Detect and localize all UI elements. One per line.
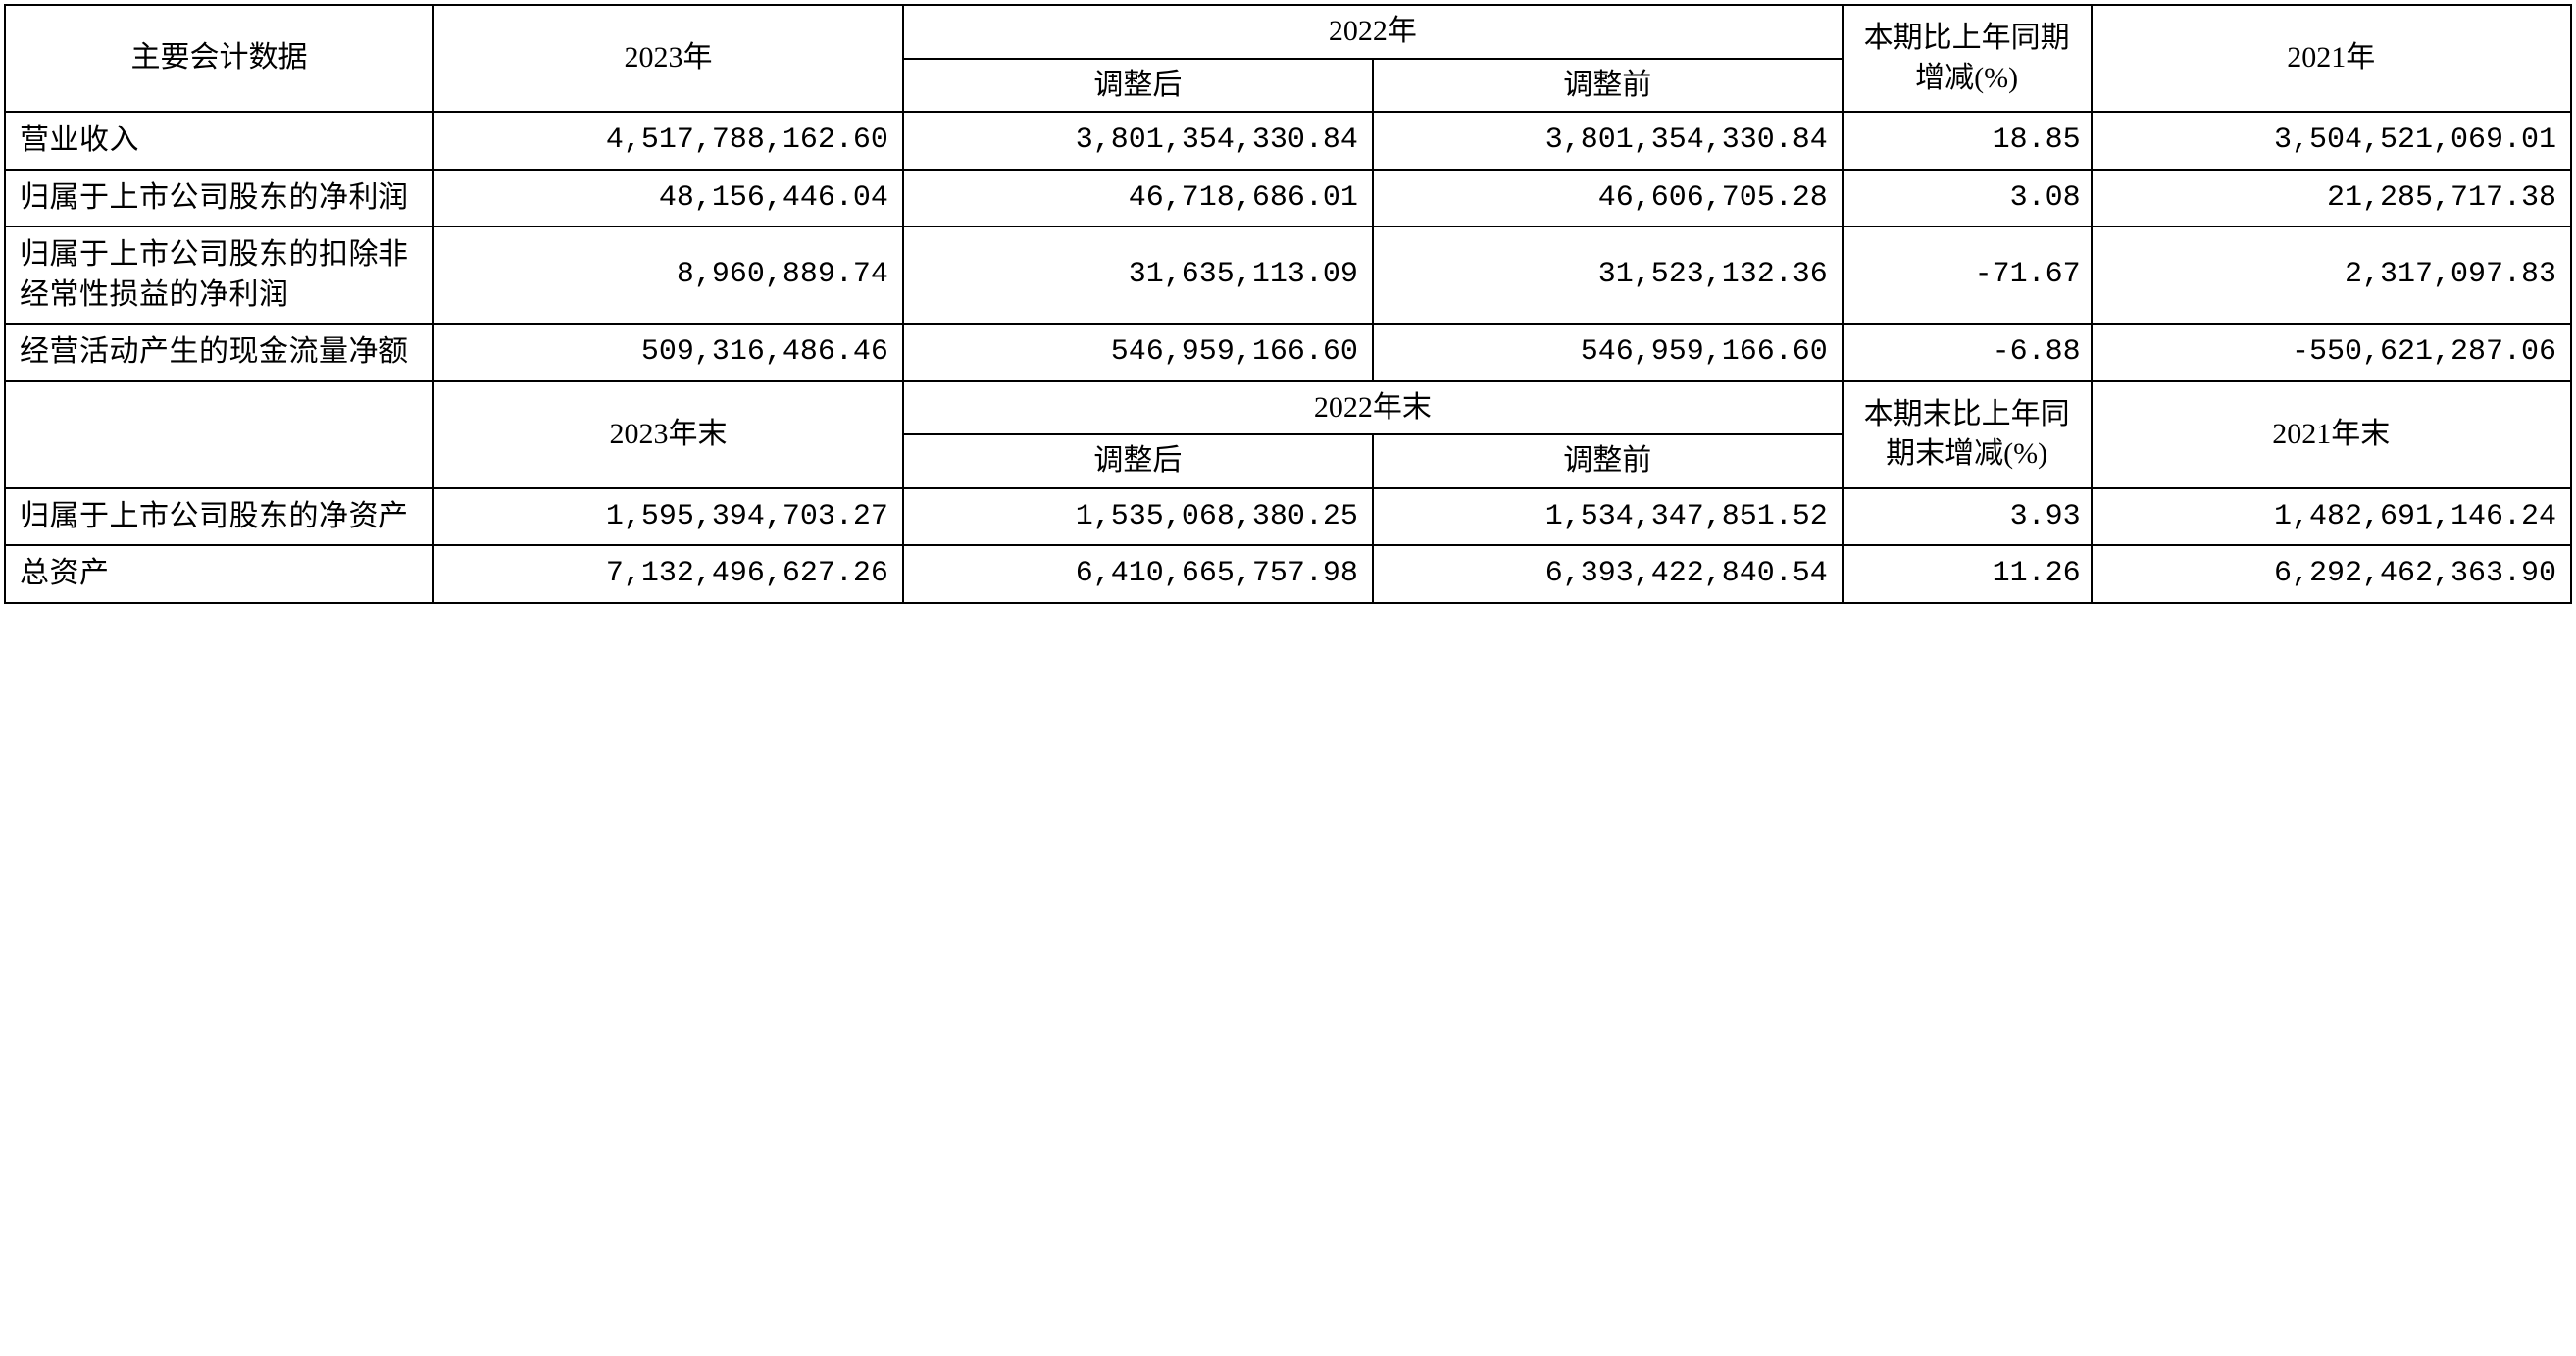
cell-2021: 6,292,462,363.90 <box>2092 545 2571 603</box>
header2-change: 本期末比上年同期末增减(%) <box>1843 381 2092 488</box>
header2-2023end: 2023年末 <box>433 381 903 488</box>
header-col1: 主要会计数据 <box>5 5 433 112</box>
cell-2022-pre: 46,606,705.28 <box>1373 170 1843 227</box>
cell-2021: 1,482,691,146.24 <box>2092 488 2571 546</box>
cell-2023: 48,156,446.04 <box>433 170 903 227</box>
cell-2021: 2,317,097.83 <box>2092 226 2571 324</box>
cell-change: 3.93 <box>1843 488 2092 546</box>
cell-change: -6.88 <box>1843 324 2092 381</box>
cell-2022-pre: 3,801,354,330.84 <box>1373 112 1843 170</box>
header-row-1a: 主要会计数据 2023年 2022年 本期比上年同期增减(%) 2021年 <box>5 5 2571 59</box>
row-label: 营业收入 <box>5 112 433 170</box>
data-row: 营业收入 4,517,788,162.60 3,801,354,330.84 3… <box>5 112 2571 170</box>
cell-2022-adj: 3,801,354,330.84 <box>903 112 1373 170</box>
data-row: 归属于上市公司股东的净利润 48,156,446.04 46,718,686.0… <box>5 170 2571 227</box>
header2-2021end: 2021年末 <box>2092 381 2571 488</box>
cell-2022-adj: 546,959,166.60 <box>903 324 1373 381</box>
cell-2022-adj: 1,535,068,380.25 <box>903 488 1373 546</box>
header-2022-span: 2022年 <box>903 5 1843 59</box>
cell-2023: 509,316,486.46 <box>433 324 903 381</box>
row-label: 归属于上市公司股东的净利润 <box>5 170 433 227</box>
header-2022-preadj: 调整前 <box>1373 59 1843 113</box>
data-row: 经营活动产生的现金流量净额 509,316,486.46 546,959,166… <box>5 324 2571 381</box>
cell-2022-pre: 546,959,166.60 <box>1373 324 1843 381</box>
cell-2023: 8,960,889.74 <box>433 226 903 324</box>
cell-2021: 3,504,521,069.01 <box>2092 112 2571 170</box>
cell-change: 3.08 <box>1843 170 2092 227</box>
row-label: 总资产 <box>5 545 433 603</box>
financial-data-table: 主要会计数据 2023年 2022年 本期比上年同期增减(%) 2021年 调整… <box>4 4 2572 604</box>
header-row-2a: 2023年末 2022年末 本期末比上年同期末增减(%) 2021年末 <box>5 381 2571 435</box>
cell-2021: 21,285,717.38 <box>2092 170 2571 227</box>
row-label: 归属于上市公司股东的净资产 <box>5 488 433 546</box>
cell-2023: 1,595,394,703.27 <box>433 488 903 546</box>
row-label: 经营活动产生的现金流量净额 <box>5 324 433 381</box>
cell-2023: 7,132,496,627.26 <box>433 545 903 603</box>
row-label: 归属于上市公司股东的扣除非经常性损益的净利润 <box>5 226 433 324</box>
cell-2022-adj: 6,410,665,757.98 <box>903 545 1373 603</box>
cell-2022-pre: 31,523,132.36 <box>1373 226 1843 324</box>
header-2022-adjusted: 调整后 <box>903 59 1373 113</box>
cell-change: -71.67 <box>1843 226 2092 324</box>
data-row: 归属于上市公司股东的扣除非经常性损益的净利润 8,960,889.74 31,6… <box>5 226 2571 324</box>
header-change: 本期比上年同期增减(%) <box>1843 5 2092 112</box>
cell-2022-adj: 31,635,113.09 <box>903 226 1373 324</box>
header2-2022end-span: 2022年末 <box>903 381 1843 435</box>
header2-2022end-adjusted: 调整后 <box>903 434 1373 488</box>
data-row: 归属于上市公司股东的净资产 1,595,394,703.27 1,535,068… <box>5 488 2571 546</box>
cell-2023: 4,517,788,162.60 <box>433 112 903 170</box>
data-row: 总资产 7,132,496,627.26 6,410,665,757.98 6,… <box>5 545 2571 603</box>
cell-2022-adj: 46,718,686.01 <box>903 170 1373 227</box>
header-2023: 2023年 <box>433 5 903 112</box>
cell-2022-pre: 6,393,422,840.54 <box>1373 545 1843 603</box>
cell-2021: -550,621,287.06 <box>2092 324 2571 381</box>
cell-change: 11.26 <box>1843 545 2092 603</box>
header2-2022end-preadj: 调整前 <box>1373 434 1843 488</box>
cell-change: 18.85 <box>1843 112 2092 170</box>
header2-col1 <box>5 381 433 488</box>
header-2021: 2021年 <box>2092 5 2571 112</box>
cell-2022-pre: 1,534,347,851.52 <box>1373 488 1843 546</box>
